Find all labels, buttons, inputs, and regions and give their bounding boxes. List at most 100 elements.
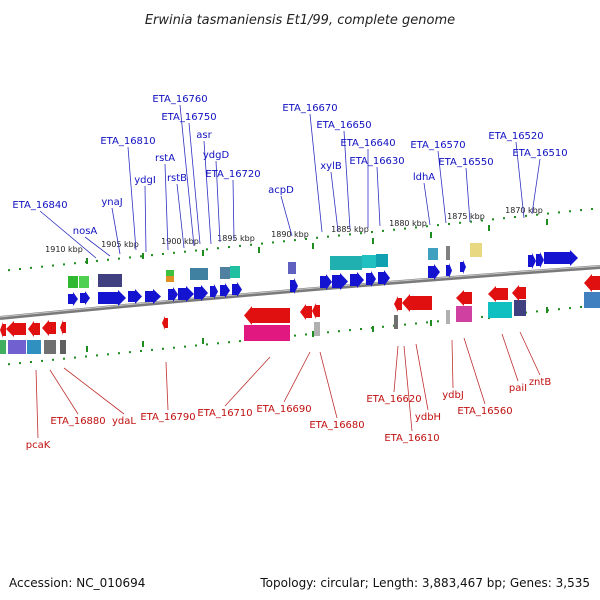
major-tick-upper xyxy=(202,250,204,256)
tick-dot-upper xyxy=(492,218,494,221)
leader-line xyxy=(215,160,221,243)
tick-dot-upper xyxy=(250,243,252,246)
tick-dot-lower xyxy=(382,325,384,328)
reverse-gene-arrow xyxy=(6,321,26,337)
reverse-gene-arrow xyxy=(402,294,432,312)
gene-label-forward: ETA_16840 xyxy=(12,200,67,211)
tick-dot-lower xyxy=(206,343,208,346)
tick-dot-lower xyxy=(437,320,439,323)
feature-block xyxy=(470,243,482,257)
kbp-label: 1870 kbp xyxy=(505,206,543,215)
kbp-label: 1880 kbp xyxy=(389,219,427,228)
feature-block xyxy=(166,276,174,282)
tick-dot-upper xyxy=(162,252,164,255)
gene-label-reverse: ydbH xyxy=(415,412,441,423)
gene-label-reverse: pcaK xyxy=(26,440,51,451)
leader-line xyxy=(309,113,323,233)
gene-label-forward: ETA_16720 xyxy=(205,169,260,180)
gene-label-forward: ETA_16650 xyxy=(316,120,371,131)
leader-line xyxy=(531,158,541,215)
feature-block xyxy=(79,276,89,288)
tick-dot-upper xyxy=(393,228,395,231)
tick-dot-lower xyxy=(118,352,120,355)
gene-label-forward: ETA_16750 xyxy=(161,112,216,123)
tick-dot-upper xyxy=(426,225,428,228)
kbp-label: 1890 kbp xyxy=(271,230,309,239)
gene-label-reverse: ETA_16560 xyxy=(457,406,512,417)
tick-dot-lower xyxy=(481,315,483,318)
leader-line xyxy=(330,171,339,232)
major-tick-upper xyxy=(142,253,144,259)
tick-dot-upper xyxy=(261,242,263,245)
feature-block xyxy=(8,340,26,354)
tick-dot-upper xyxy=(382,229,384,232)
forward-gene-arrow xyxy=(320,274,332,290)
feature-block xyxy=(44,340,56,354)
leader-line xyxy=(144,185,147,253)
forward-gene-arrow xyxy=(528,253,536,269)
tick-dot-lower xyxy=(140,350,142,352)
tick-dot-upper xyxy=(19,268,21,271)
gene-label-reverse: ETA_16710 xyxy=(197,408,252,419)
kbp-label: 1875 kbp xyxy=(447,212,485,221)
leader-line xyxy=(188,122,201,245)
gene-label-forward: rstB xyxy=(167,173,187,184)
tick-dot-upper xyxy=(316,236,318,239)
major-tick-lower xyxy=(142,341,144,347)
reverse-strand-genes xyxy=(0,274,600,338)
leader-line xyxy=(451,339,454,389)
tick-dot-upper xyxy=(459,221,461,224)
major-tick-upper xyxy=(488,225,490,231)
tick-dot-lower xyxy=(327,331,329,334)
tick-dot-lower xyxy=(558,308,560,311)
reverse-gene-arrow xyxy=(312,303,320,319)
tick-dot-upper xyxy=(107,258,109,261)
leader-line xyxy=(63,367,125,415)
gene-label-forward: ETA_16760 xyxy=(152,94,207,105)
label-leader-lines xyxy=(35,104,541,439)
tick-dot-lower xyxy=(294,334,296,337)
genome-backbone xyxy=(0,265,600,320)
tick-dot-upper xyxy=(591,207,593,210)
gene-label-reverse: ETA_16680 xyxy=(309,420,364,431)
tick-dot-upper xyxy=(580,209,582,212)
leader-line xyxy=(127,146,137,251)
leader-line xyxy=(179,104,195,247)
tick-dot-upper xyxy=(129,256,131,259)
leader-line xyxy=(165,361,169,411)
feature-block xyxy=(456,306,472,322)
tick-dot-upper xyxy=(239,244,241,247)
gene-label-forward: acpD xyxy=(268,185,294,196)
tick-dot-lower xyxy=(228,341,230,344)
tick-dot-lower xyxy=(338,330,340,333)
tick-dot-upper xyxy=(360,232,362,235)
gene-label-forward: ETA_16810 xyxy=(100,136,155,147)
forward-gene-arrow xyxy=(210,284,218,299)
leader-line xyxy=(164,163,169,251)
tick-dot-upper xyxy=(338,234,340,237)
forward-gene-arrow xyxy=(544,250,578,266)
tick-dot-upper xyxy=(140,255,142,258)
tick-dot-upper xyxy=(206,248,208,251)
tick-dot-lower xyxy=(52,358,54,361)
leader-line xyxy=(515,141,525,219)
leader-line xyxy=(501,333,519,382)
tick-dot-upper xyxy=(52,264,54,267)
feature-block xyxy=(446,246,450,260)
tick-dot-lower xyxy=(85,355,87,358)
tick-dot-lower xyxy=(195,344,197,347)
reverse-gene-arrow xyxy=(300,304,312,320)
leader-line xyxy=(319,351,338,419)
tick-dot-upper xyxy=(195,249,197,252)
forward-gene-arrow xyxy=(366,271,376,287)
kbp-label: 1905 kbp xyxy=(101,240,139,249)
tick-dot-lower xyxy=(30,361,32,363)
forward-gene-arrow xyxy=(68,292,78,306)
feature-block xyxy=(584,292,600,308)
reverse-gene-arrow xyxy=(244,306,290,325)
feature-block xyxy=(220,267,230,279)
tick-dot-upper xyxy=(558,211,560,214)
feature-block xyxy=(60,340,66,354)
